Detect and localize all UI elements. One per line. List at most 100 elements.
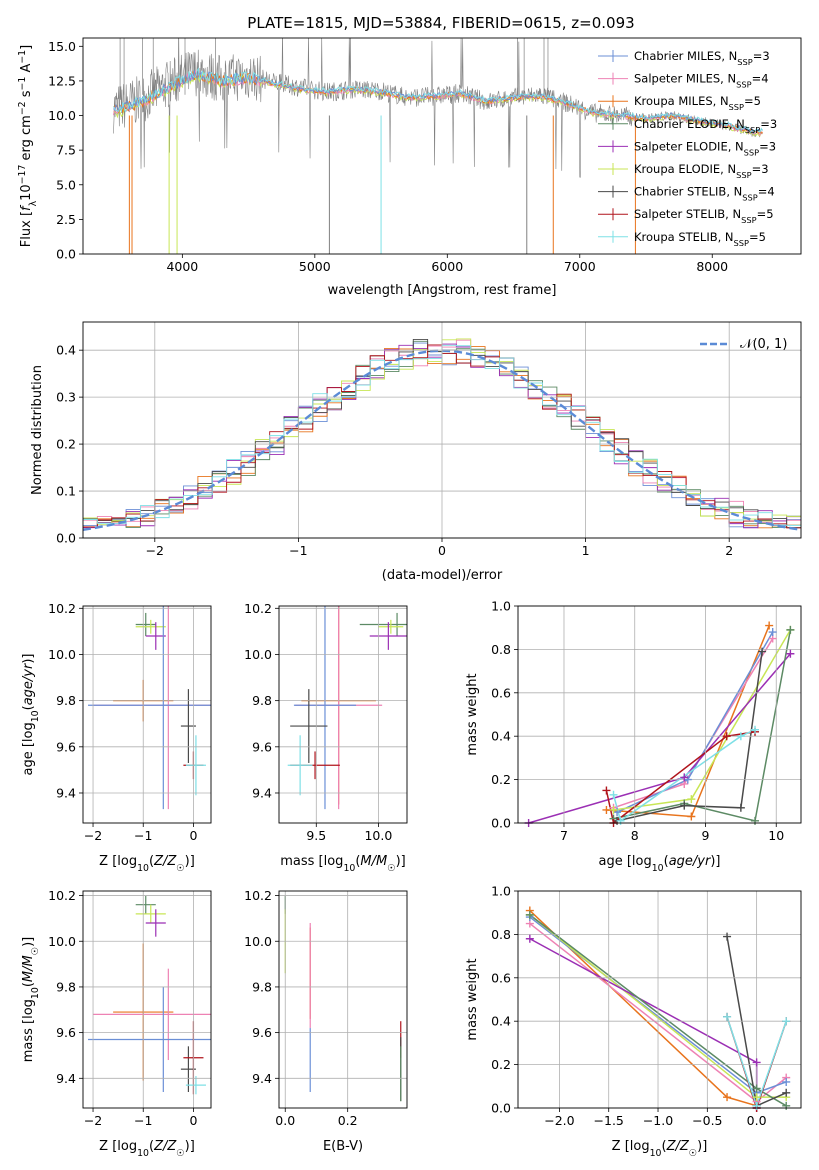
axes-frame [82,37,802,255]
x-tick-label: 4000 [166,259,198,274]
y-tick-label: 0.0 [56,531,76,546]
mass-weight-marker [609,790,618,799]
x-tick-label: −2 [146,543,164,558]
mass-weight-marker [525,910,534,919]
residuals-xlabel: (data-model)/error [382,568,503,583]
mass-weight-marker [786,625,795,634]
mass-weight-marker [752,1084,761,1093]
y-tick-label: 0.8 [491,927,511,942]
legend-label: Salpeter STELIB, NSSP=5 [634,207,774,225]
mass_weight_vs_Z-xlabel: Z [log10(Z/Z☉)] [612,1139,708,1159]
axes-frame [82,605,212,824]
legend: Chabrier MILES, NSSP=3 Salpeter MILES, NS… [598,49,777,248]
x-tick-label: 8 [631,828,639,843]
mass-weight-marker [687,812,696,821]
mass-weight-marker [723,932,732,941]
y-tick-label: 9.6 [252,1025,272,1040]
mass_weight_vs_age-ylabel: mass weight [465,673,480,755]
x-tick-label: 7000 [564,259,596,274]
mass-weight-marker [723,1093,732,1102]
x-tick-label: 0.0 [275,1113,295,1128]
y-tick-label: 9.6 [56,1025,76,1040]
y-tick-label: 0.6 [491,685,511,700]
mass-weight-marker [768,628,777,637]
plot-area [528,625,792,823]
mass-weight-line [528,653,791,823]
mass-weight-marker [609,805,618,814]
spectrum-axes: 4000 5000 6000 7000 8000 0.0 2.5 5.0 7.5 10.0 12.5… [17,37,802,298]
y-tick-label: 9.4 [252,785,272,800]
age_vs_Z-ylabel: age [log10(age/yr)] [21,653,41,775]
mass-weight-marker [752,1101,761,1110]
plot-area [113,38,763,254]
mass-weight-marker [752,1093,761,1102]
plot-area [88,606,211,810]
y-tick-label: 12.5 [48,73,76,88]
y-tick-label: 10.2 [244,888,272,903]
x-tick-label: −1 [289,543,307,558]
mass-weight-marker [723,1012,732,1021]
x-tick-label: 10.0 [364,828,392,843]
mass-weight-marker [782,1077,791,1086]
x-tick-label: −1 [134,1113,152,1128]
y-tick-label: 9.6 [252,739,272,754]
mass-weight-marker [782,1101,791,1110]
age_vs_mass-axes: 9.5 10.0 9.4 9.6 9.8 10.0 10.2 mass [log10(M/M☉… [244,601,408,874]
y-tick-label: 7.5 [56,143,76,158]
y-tick-label: 9.8 [56,979,76,994]
legend-gaussian-label: 𝒩(0, 1) [740,337,787,352]
y-tick-label: 9.4 [252,1071,272,1086]
mass-weight-line [613,638,774,809]
y-tick-label: 10.2 [48,888,76,903]
mass_weight_vs_Z-ylabel: mass weight [465,958,480,1040]
mass-weight-marker [722,732,731,741]
y-tick-label: 9.6 [56,739,76,754]
mass-weight-marker [680,801,689,810]
y-tick-label: 2.5 [56,212,76,227]
age_vs_mass-xlabel: mass [log10(M/M☉)] [280,854,406,874]
y-tick-label: 9.8 [252,979,272,994]
axes-frame [278,605,408,824]
y-tick-label: 0.4 [56,343,76,358]
y-tick-label: 9.4 [56,785,76,800]
mass-weight-marker [758,647,767,656]
residuals-axes: −2 −1 0 1 2 0.0 0.1 0.2 0.3 0.4 𝒩(0, 1) (data-model… [30,321,802,583]
mass-weight-marker [751,816,760,825]
age_vs_Z-axes: −2 −1 0 9.4 9.6 9.8 10.0 10.2 Z [log10(Z/Z☉)] age… [21,601,212,874]
age_vs_Z-xlabel: Z [log10(Z/Z☉)] [99,854,195,874]
x-tick-label: 0.0 [747,1113,767,1128]
axes-frame [82,321,802,539]
axes-frame [517,890,802,1109]
y-tick-label: 5.0 [56,177,76,192]
x-tick-label: 9.5 [306,828,326,843]
mass-weight-marker [782,1017,791,1026]
x-tick-label: −2 [84,828,102,843]
mass-weight-line [529,938,758,1108]
x-tick-label: 0.2 [338,1113,358,1128]
y-tick-label: 1.0 [491,599,511,614]
figure-title: PLATE=1815, MJD=53884, FIBERID=0615, z=0… [247,14,634,32]
mass-weight-marker [602,786,611,795]
plot-area [88,895,211,1095]
x-tick-label: 0 [189,828,197,843]
mass_vs_Z-xlabel: Z [log10(Z/Z☉)] [99,1139,195,1159]
y-tick-label: 0.1 [56,484,76,499]
mass-weight-line [529,909,757,1107]
mass_weight_vs_age-xlabel: age [log10(age/yr)] [598,854,720,874]
mass-weight-marker [782,1088,791,1097]
y-tick-label: 10.0 [244,934,272,949]
x-tick-label: 10 [768,828,784,843]
mass_vs_Z-axes: −2 −1 0 9.4 9.6 9.8 10.0 10.2 Z [log10(Z/Z☉)] mas… [21,888,212,1159]
legend-label: Chabrier MILES, NSSP=3 [634,49,770,67]
mass-weight-marker [751,725,760,734]
legend-label: Salpeter MILES, NSSP=4 [634,72,769,90]
x-tick-label: 8000 [696,259,728,274]
y-tick-label: 0.2 [56,437,76,452]
residuals-ylabel: Normed distribution [30,365,45,495]
x-tick-label: 0 [438,543,446,558]
x-tick-label: −1 [134,828,152,843]
y-tick-label: 0.8 [491,642,511,657]
spectrum-model-line [113,71,763,135]
y-tick-label: 10.2 [244,601,272,616]
